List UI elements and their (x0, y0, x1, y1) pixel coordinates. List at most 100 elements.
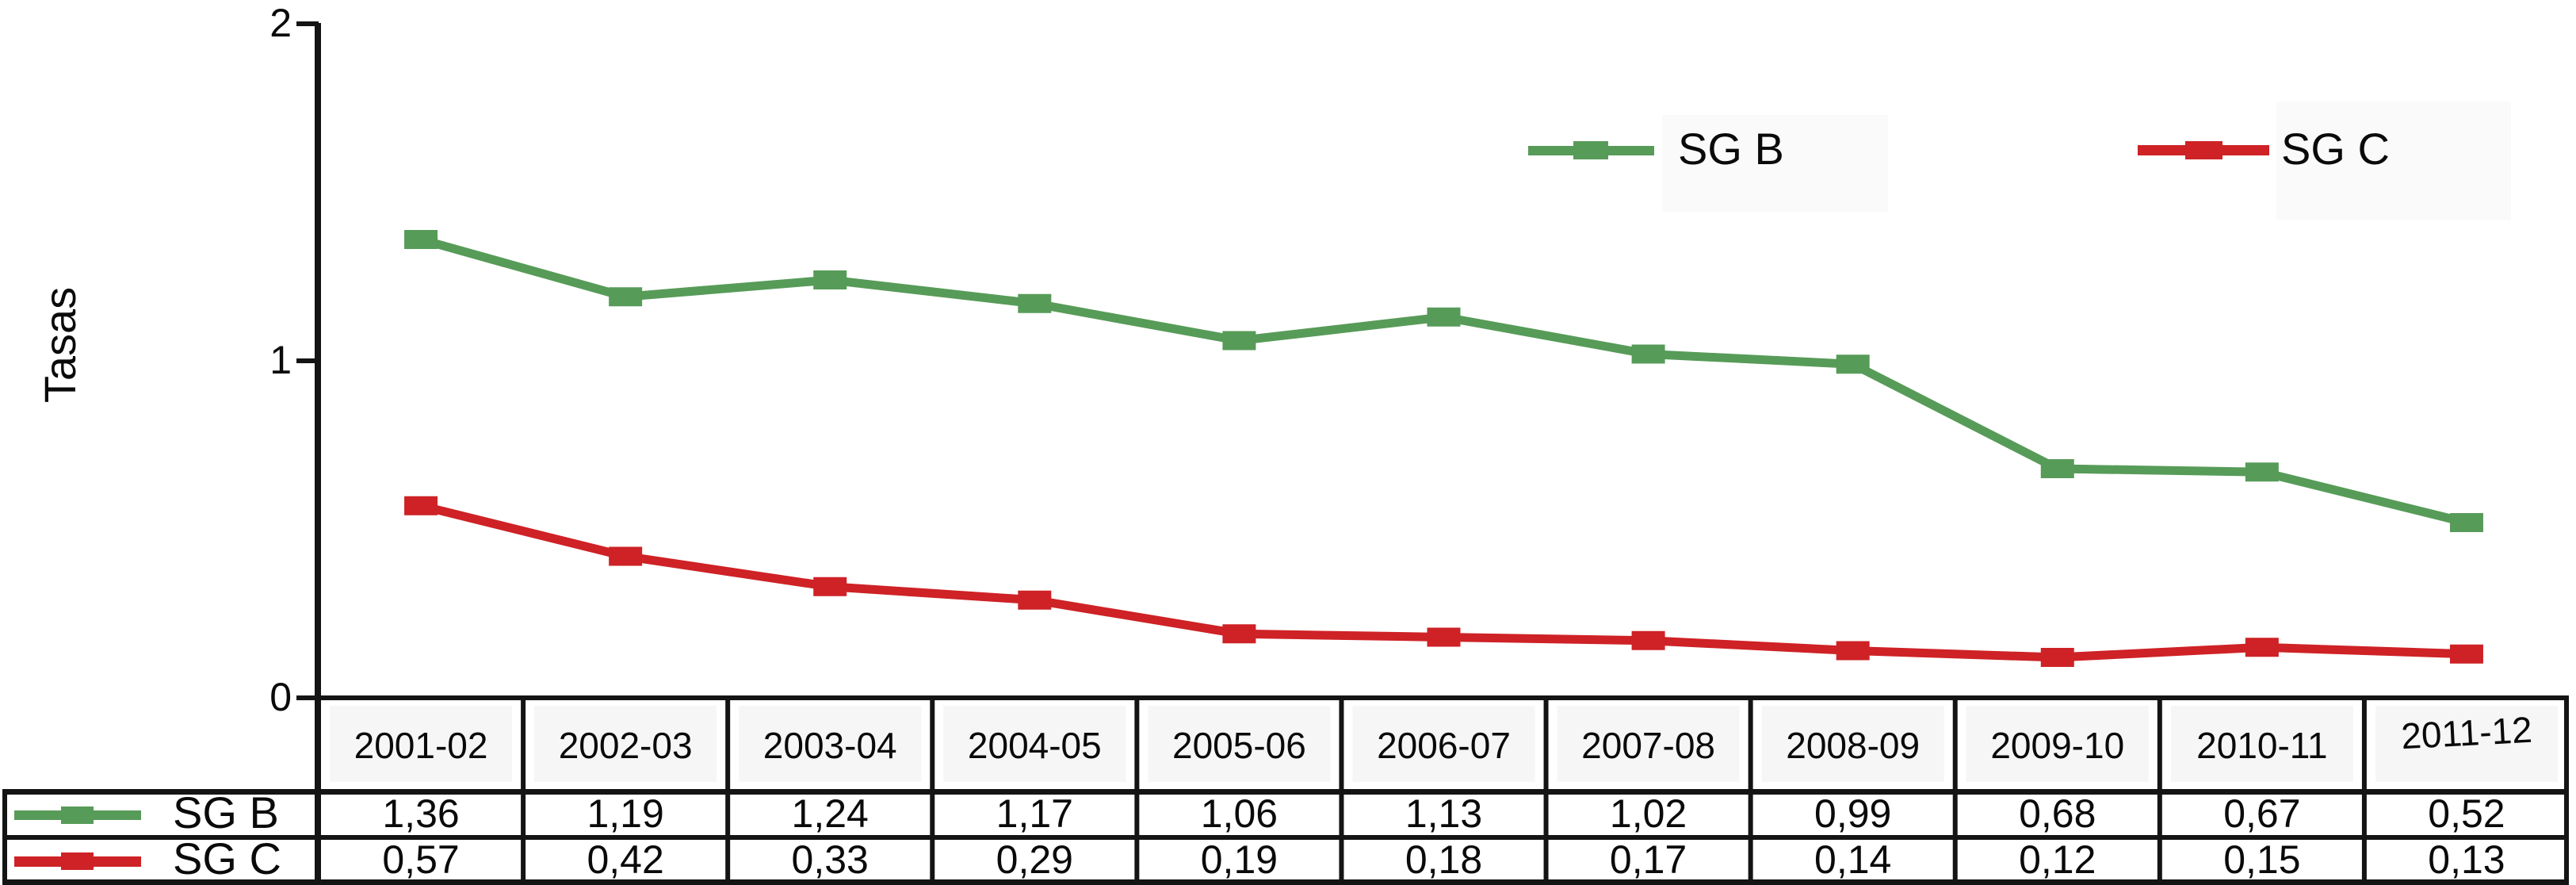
legend-label-sg-b: SG B (1678, 123, 1784, 174)
column-divider (1543, 695, 1549, 882)
table-value: 0,19 (1200, 837, 1278, 882)
data-point-marker (2245, 462, 2279, 482)
y-tick-label-1: 1 (269, 338, 292, 382)
data-series (404, 230, 2483, 667)
header-cell-tint (1352, 706, 1535, 782)
data-point-marker (404, 230, 438, 249)
data-point-marker (1836, 354, 1870, 374)
y-tick-mark (296, 21, 319, 26)
column-divider (930, 695, 935, 882)
table-value: 0,13 (2428, 837, 2505, 882)
column-divider (1952, 695, 1958, 882)
x-axis-label: 2003-04 (762, 725, 897, 766)
y-tick-label-0: 0 (269, 675, 292, 719)
table-value: 1,36 (382, 791, 460, 836)
header-cell-tint (739, 706, 922, 782)
table-value: 0,18 (1405, 837, 1483, 882)
x-axis-label: 2009-10 (1990, 725, 2125, 766)
data-point-marker (1427, 627, 1461, 647)
axes-and-table-borders (2, 21, 2569, 885)
column-divider (1339, 695, 1344, 882)
table-value: 1,17 (996, 791, 1073, 836)
header-cell-tint (330, 706, 513, 782)
table-row-label: SG C (173, 833, 281, 883)
column-divider (521, 695, 526, 882)
legend-marker-sg-b (1573, 141, 1608, 159)
data-point-marker (813, 270, 847, 289)
header-cell-tint (2170, 706, 2353, 782)
column-divider (1134, 695, 1140, 882)
table-row-label: SG B (173, 787, 279, 837)
data-point-marker (2040, 648, 2074, 667)
y-tick-mark (296, 358, 319, 363)
table-value: 0,67 (2223, 791, 2301, 836)
table-value: 0,29 (996, 837, 1073, 882)
legend-marker-sg-c (2185, 141, 2222, 159)
data-point-marker (1631, 630, 1665, 650)
table-value: 0,33 (791, 837, 869, 882)
header-cell-tint (943, 706, 1126, 782)
header-cell-tint (534, 706, 717, 782)
table-value: 0,68 (2019, 791, 2096, 836)
table-value: 1,02 (1609, 791, 1687, 836)
data-point-marker (404, 496, 438, 515)
x-axis-label: 2002-03 (558, 725, 693, 766)
data-point-marker (1836, 641, 1870, 661)
table-value: 1,06 (1200, 791, 1278, 836)
y-axis-line (315, 23, 321, 882)
x-axis-label: 2006-07 (1377, 725, 1511, 766)
table-bottom-border (2, 879, 2569, 885)
y-tick-label-2: 2 (269, 1, 292, 45)
data-point-marker (1018, 293, 1052, 313)
data-point-marker (2449, 513, 2483, 532)
data-point-marker (1427, 307, 1461, 327)
table-legend-marker (61, 852, 94, 870)
legend-glyphs (14, 141, 2269, 870)
table-value: 0,17 (1609, 837, 1687, 882)
data-point-marker (1631, 344, 1665, 364)
header-cell-tint (2375, 706, 2558, 782)
table-value: 0,12 (2019, 837, 2096, 882)
series-line-sg-b (419, 235, 2468, 527)
x-axis-label: 2007-08 (1581, 725, 1715, 766)
y-tick-mark (296, 695, 319, 700)
data-point-marker (2040, 459, 2074, 478)
header-cell-tint (1148, 706, 1331, 782)
table-value: 0,52 (2428, 791, 2505, 836)
table-left-border (2, 789, 7, 885)
table-value: 1,13 (1405, 791, 1483, 836)
x-axis-label: 2011-12 (2400, 708, 2533, 757)
data-point-marker (609, 546, 643, 566)
table-value: 1,24 (791, 791, 869, 836)
background-tints (330, 102, 2558, 782)
table-value: 0,15 (2223, 837, 2301, 882)
table-legend-marker (61, 806, 94, 824)
legend-tint-box (2276, 102, 2511, 220)
table-value: 0,42 (587, 837, 664, 882)
column-divider (2157, 695, 2162, 882)
table-top-border (2, 789, 2569, 795)
header-cell-tint (1966, 706, 2149, 782)
table-row-divider (2, 835, 2569, 840)
x-axis-label: 2008-09 (1786, 725, 1921, 766)
x-axis-label: 2010-11 (2196, 725, 2328, 766)
table-value: 0,99 (1814, 791, 1892, 836)
data-point-marker (2245, 638, 2279, 657)
table-value: 1,19 (587, 791, 664, 836)
x-axis-label: 2001-02 (354, 725, 488, 766)
header-cell-tint (1557, 706, 1740, 782)
data-point-marker (1222, 624, 1256, 644)
column-divider (725, 695, 731, 882)
data-point-marker (1018, 590, 1052, 610)
table-value: 0,57 (382, 837, 460, 882)
data-point-marker (2449, 644, 2483, 664)
x-axis-label: 2005-06 (1171, 725, 1306, 766)
data-point-marker (609, 287, 643, 307)
column-divider (1748, 695, 1753, 882)
legend-tint-box (1662, 115, 1888, 212)
x-axis-line (319, 695, 2569, 700)
data-point-marker (813, 577, 847, 596)
column-divider (2361, 695, 2367, 882)
